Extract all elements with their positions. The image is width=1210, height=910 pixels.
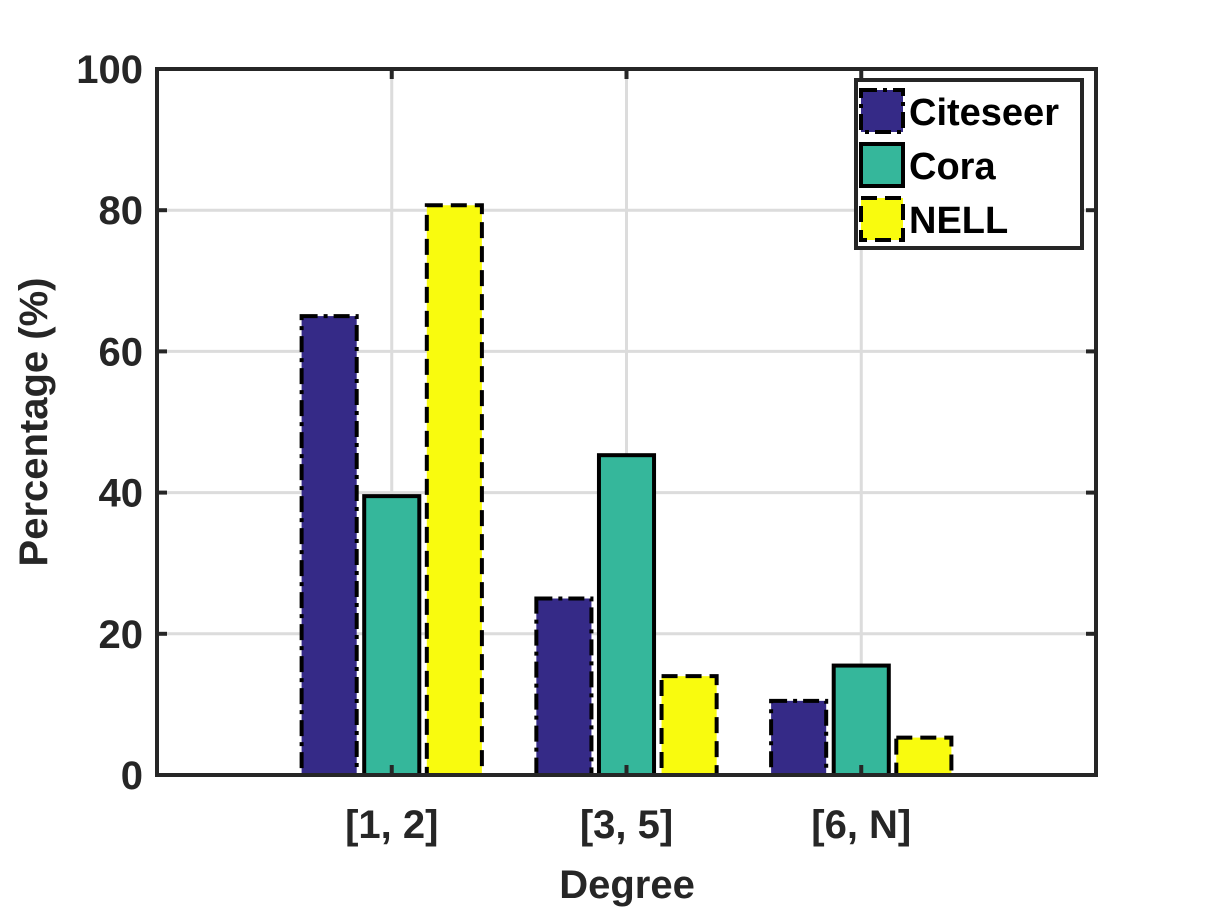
- x-tick-labels: [1, 2] [3, 5] [6, N]: [345, 803, 911, 847]
- y-tick-label: 0: [121, 754, 143, 798]
- legend-swatch-citeseer: [859, 88, 905, 134]
- bar-cora-3: [831, 663, 891, 778]
- x-tick-label: [3, 5]: [580, 803, 673, 847]
- legend-swatch-cora: [859, 142, 905, 188]
- bar-cora-2: [596, 453, 657, 777]
- bar-citeseer-2: [534, 596, 594, 777]
- y-tick-labels: 0 20 40 60 80 100: [76, 48, 143, 798]
- x-axis-label: Degree: [559, 863, 695, 907]
- x-tick-label: [1, 2]: [345, 803, 438, 847]
- bar-nell-3: [894, 735, 954, 777]
- ticks: [157, 67, 1096, 777]
- legend-label-nell: NELL: [909, 200, 1008, 242]
- y-tick-label: 100: [76, 48, 143, 92]
- legend-label-cora: Cora: [909, 146, 996, 188]
- x-tick-label: [6, N]: [811, 803, 911, 847]
- bar-cora-1: [362, 494, 422, 777]
- bar-citeseer-3: [769, 698, 829, 777]
- legend-swatch-nell: [859, 196, 905, 242]
- y-tick-label: 20: [99, 613, 144, 657]
- legend-label-citeseer: Citeseer: [909, 92, 1059, 134]
- bar-nell-2: [659, 674, 719, 777]
- y-tick-label: 40: [99, 472, 144, 516]
- bar-nell-1: [424, 203, 484, 777]
- y-axis-label: Percentage (%): [12, 278, 56, 567]
- y-tick-label: 80: [99, 189, 144, 233]
- y-tick-label: 60: [99, 330, 144, 374]
- legend: Citeseer Cora NELL: [854, 78, 1084, 250]
- bars: [299, 203, 954, 778]
- bar-citeseer-1: [299, 314, 359, 777]
